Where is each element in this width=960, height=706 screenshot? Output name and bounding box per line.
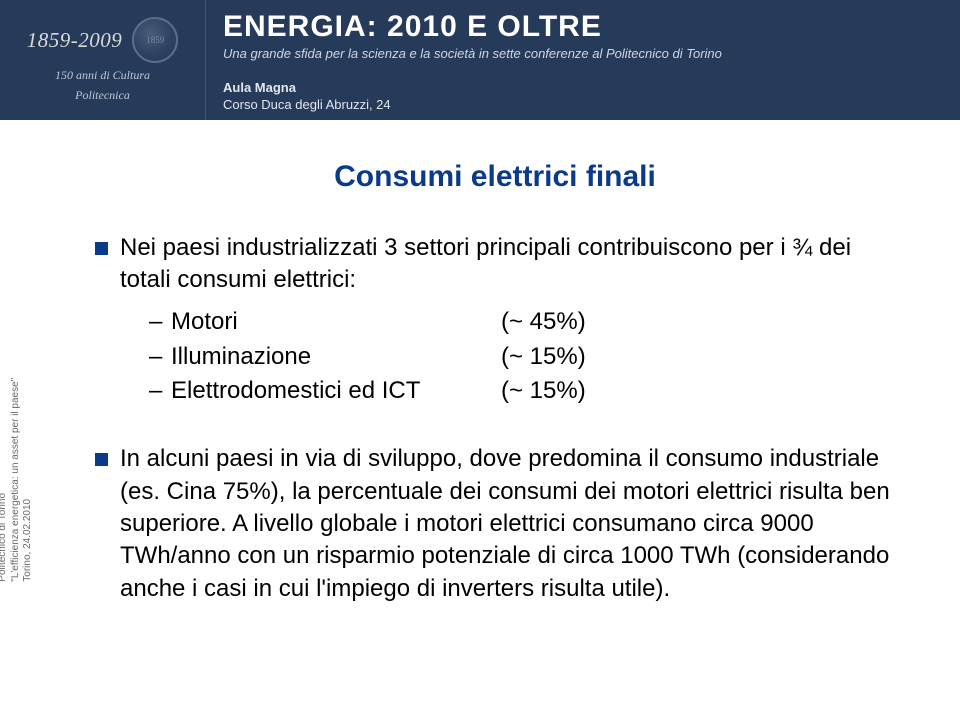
sub-label: Elettrodomestici ed ICT [171,374,501,409]
header-divider [205,0,206,120]
sidebar-line1: Politecnico di Torino [0,493,8,582]
header-right-block: ENERGIA: 2010 E OLTRE Una grande sfida p… [205,0,960,120]
dash-icon: – [149,340,171,375]
bullet-2: In alcuni paesi in via di sviluppo, dove… [95,443,895,605]
sub-label: Motori [171,305,501,340]
sidebar-line2: "L'efficienza energetica: un asset per i… [10,378,21,582]
sub-item: – Illuminazione (~ 15%) [149,340,895,375]
anniversary-line2: Politecnica [75,88,130,103]
bullet-1-text: Nei paesi industrializzati 3 settori pri… [120,232,895,297]
dash-icon: – [149,305,171,340]
sidebar-text: Politecnico di Torino "L'efficienza ener… [0,378,35,582]
dash-icon: – [149,374,171,409]
header-banner: 1859-2009 1859 150 anni di Cultura Polit… [0,0,960,120]
seal-year: 1859 [146,35,164,45]
banner-title: ENERGIA: 2010 E OLTRE [223,10,940,44]
bullet-square-icon [95,453,108,466]
years-range: 1859-2009 [27,28,123,53]
sub-value: (~ 15%) [501,374,586,409]
banner-tagline: Una grande sfida per la scienza e la soc… [223,46,940,61]
venue-block: Aula Magna Corso Duca degli Abruzzi, 24 [223,79,940,114]
sidebar-line3: Torino, 24.02.2010 [22,499,33,582]
bullet-1: Nei paesi industrializzati 3 settori pri… [95,232,895,297]
venue-address: Corso Duca degli Abruzzi, 24 [223,96,940,114]
bullet-square-icon [95,242,108,255]
sub-value: (~ 45%) [501,305,586,340]
badge-block: 1859-2009 1859 [27,17,179,63]
sidebar-caption: Politecnico di Torino "L'efficienza ener… [6,300,26,660]
anniversary-line1: 150 anni di Cultura [55,68,150,83]
sub-list: – Motori (~ 45%) – Illuminazione (~ 15%)… [149,305,895,409]
slide-title: Consumi elettrici finali [95,160,895,194]
venue-name: Aula Magna [223,79,940,97]
header-left-block: 1859-2009 1859 150 anni di Cultura Polit… [0,0,205,120]
slide-content: Consumi elettrici finali Nei paesi indus… [95,160,895,605]
bullet-2-text: In alcuni paesi in via di sviluppo, dove… [120,443,895,605]
sub-item: – Motori (~ 45%) [149,305,895,340]
sub-item: – Elettrodomestici ed ICT (~ 15%) [149,374,895,409]
sub-label: Illuminazione [171,340,501,375]
sub-value: (~ 15%) [501,340,586,375]
seal-icon: 1859 [132,17,178,63]
